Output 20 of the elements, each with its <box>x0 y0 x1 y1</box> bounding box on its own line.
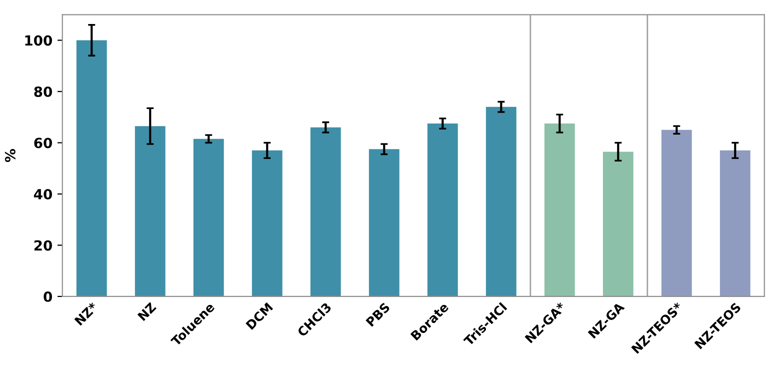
bar <box>368 149 400 296</box>
y-tick-label: 20 <box>34 240 52 251</box>
bar <box>720 150 750 296</box>
bar <box>76 40 107 296</box>
bar <box>134 126 166 296</box>
bar <box>602 152 634 296</box>
y-tick-label: 0 <box>44 291 52 302</box>
bar <box>310 127 341 296</box>
bar <box>193 138 224 296</box>
y-tick-label: 100 <box>25 35 52 46</box>
y-tick-label: 40 <box>34 188 52 200</box>
y-tick-label: 60 <box>34 138 52 148</box>
bar <box>427 124 458 296</box>
bar <box>661 130 692 296</box>
bar <box>544 124 575 296</box>
y-tick-label: 80 <box>34 86 52 97</box>
bar <box>486 106 516 296</box>
y-axis-title: % <box>4 149 16 162</box>
x-tick-label: NZ <box>137 302 156 322</box>
bar <box>252 150 282 296</box>
